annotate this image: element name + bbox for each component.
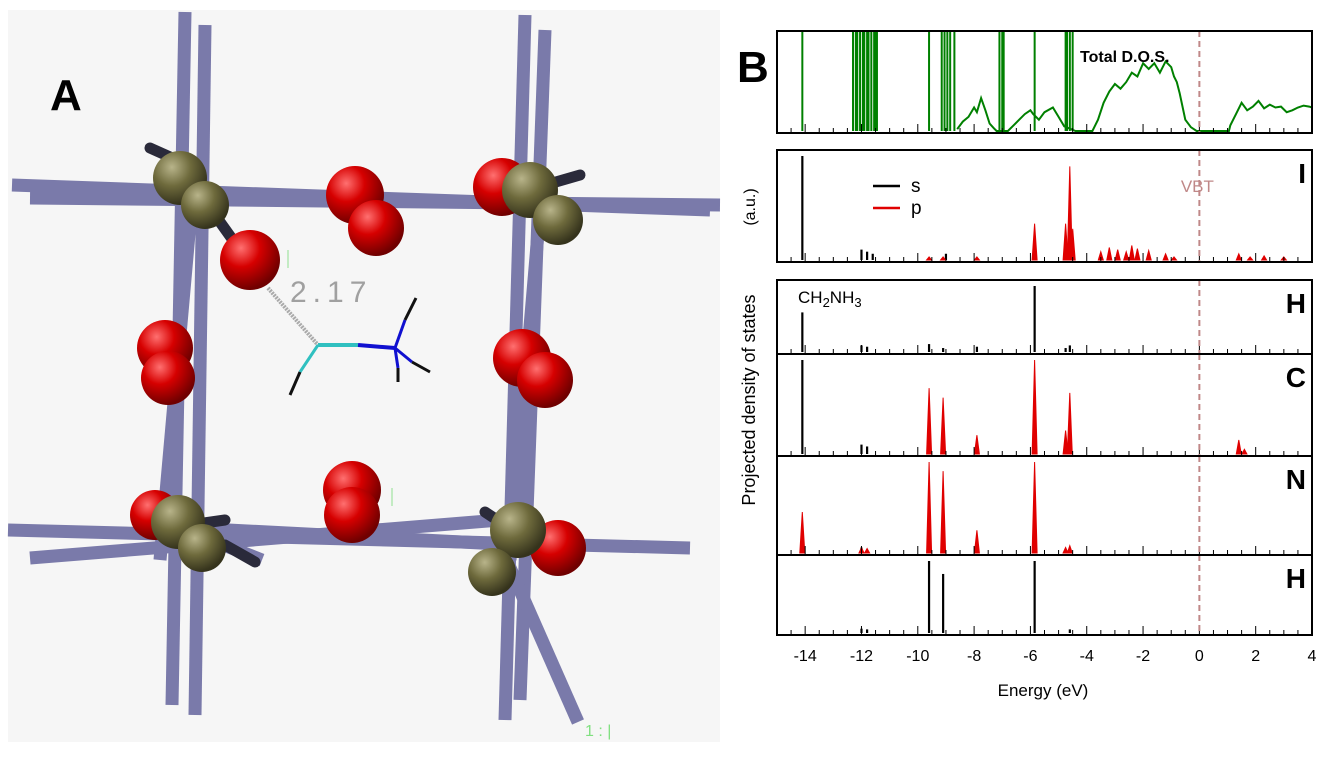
subplot-label: H: [1286, 288, 1306, 319]
p-peak: [1114, 249, 1121, 261]
p-peak: [1162, 252, 1169, 261]
panel-label-b: B: [737, 43, 769, 92]
y-axis-title-group: Projected density of states: [739, 294, 759, 505]
p-peak: [1031, 359, 1038, 455]
structure-background: [8, 10, 720, 742]
p-peak: [1031, 461, 1038, 554]
subplot-H_CH2: H CH2NH3: [776, 279, 1313, 355]
annotation-part: 3: [854, 295, 861, 310]
x-tick-labels: -14 -12 -10 -8 -6 -4 -2 0 2 4: [794, 648, 1317, 665]
subplot-title: Total D.O.S.: [1080, 49, 1169, 66]
distance-label: 2.17: [290, 276, 372, 309]
subplot-total: Total D.O.S.: [776, 30, 1313, 134]
p-peak: [1145, 248, 1152, 261]
p-peak: [940, 471, 947, 554]
p-peak: [1123, 249, 1130, 261]
p-peak: [973, 256, 981, 261]
subplot-frame: [776, 554, 1313, 636]
subplot-label: H: [1286, 563, 1306, 594]
x-tick-label: 0: [1195, 648, 1204, 665]
p-peak: [1241, 448, 1248, 455]
p-peak: [1031, 223, 1038, 261]
subplot-N: N: [776, 455, 1313, 556]
total-dos-curve: [956, 59, 1313, 132]
x-tick-label: -8: [967, 648, 981, 665]
subplot-frame: [776, 353, 1313, 457]
corner-label: 1 : |: [585, 723, 611, 740]
p-peak: [973, 530, 980, 554]
x-tick-label: 2: [1251, 648, 1260, 665]
subplot-frame: [776, 279, 1313, 355]
subplot-C: C: [776, 353, 1313, 457]
ch2nh3-molecule: [266, 286, 431, 396]
subplot-frame: [776, 30, 1313, 134]
p-peak: [1106, 247, 1113, 261]
x-tick-label: -14: [794, 648, 817, 665]
annotation-part: NH: [830, 288, 855, 307]
x-axis-title: Energy (eV): [998, 681, 1089, 700]
p-peak: [925, 256, 933, 261]
vbt-label: VBT: [1181, 177, 1214, 196]
p-peak: [1062, 430, 1069, 455]
p-peak: [1062, 546, 1069, 554]
dos-panel: B Projected density of states (a.u.) Ene…: [735, 0, 1321, 752]
subplot-label: C: [1286, 362, 1306, 393]
p-peak: [939, 256, 947, 261]
p-peak: [973, 435, 980, 455]
p-peak: [1062, 223, 1069, 261]
y-axis-unit-group: (a.u.): [742, 188, 759, 225]
p-peak: [1066, 392, 1073, 455]
annotation-part: CH: [798, 288, 823, 307]
x-tick-label: -12: [850, 648, 873, 665]
y-axis-title: Projected density of states: [739, 294, 759, 505]
p-peak: [1235, 439, 1242, 455]
p-peak: [1170, 256, 1178, 261]
annotation-part: 2: [823, 295, 830, 310]
metal-atoms: [151, 151, 583, 596]
subplot-label: I: [1298, 158, 1306, 189]
legend-label-s: s: [911, 176, 921, 197]
x-tick-label: 4: [1308, 648, 1317, 665]
structure-svg: 2.17 1 : | A: [7, 10, 721, 742]
subplot-I: I VBT: [776, 149, 1313, 263]
legend: sp: [873, 176, 922, 219]
panel-label-a: A: [50, 71, 82, 120]
subplot-H_NH3: H: [776, 554, 1313, 636]
p-peak: [1246, 256, 1254, 261]
subplot-label: N: [1286, 464, 1306, 495]
x-tick-label: -2: [1136, 648, 1150, 665]
legend-label-p: p: [911, 198, 922, 219]
subplot-frame: [776, 455, 1313, 556]
structure-panel: 2.17 1 : | A: [7, 10, 721, 742]
p-peak: [926, 461, 933, 554]
x-tick-label: -10: [906, 648, 929, 665]
p-peak: [1235, 252, 1243, 261]
p-peak: [1134, 248, 1141, 261]
subplot-annotation: CH2NH3: [798, 288, 862, 310]
y-axis-unit: (a.u.): [742, 188, 759, 225]
p-peak: [940, 397, 947, 455]
x-tick-label: -4: [1080, 648, 1094, 665]
p-peak: [863, 547, 871, 554]
p-peak: [1260, 254, 1268, 261]
dos-chart: B Projected density of states (a.u.) Ene…: [737, 30, 1317, 700]
subplot-frame: [776, 149, 1313, 263]
p-peak: [1128, 245, 1135, 261]
x-tick-label: -6: [1023, 648, 1037, 665]
p-peak: [799, 511, 806, 554]
p-peak: [1066, 544, 1073, 554]
p-peak: [926, 388, 933, 455]
